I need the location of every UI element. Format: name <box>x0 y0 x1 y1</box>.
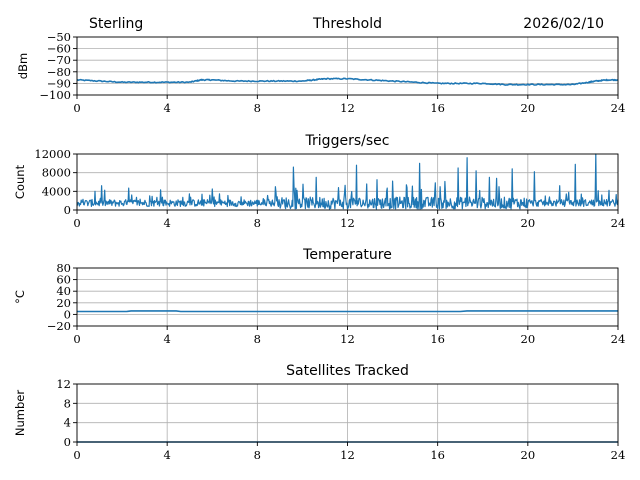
satellites-tracked-x-tick-label: 24 <box>611 448 626 462</box>
temperature-y-tick-label: 20 <box>56 296 71 310</box>
temperature-y-tick-label: 0 <box>64 307 71 321</box>
satellites-tracked-x-tick-label: 16 <box>430 448 445 462</box>
satellites-tracked-y-tick-label: 0 <box>64 435 71 449</box>
triggers-sec-title: Triggers/sec <box>305 133 390 149</box>
threshold-x-tick-label: 20 <box>521 101 536 115</box>
triggers-sec-chart: 0 4 8 12 16 20 24 0 4000 8000 12000 Triggers/sec Cou… <box>13 133 625 230</box>
temperature-y-tick-label: 60 <box>56 273 71 287</box>
satellites-tracked-x-tick-label: 4 <box>164 448 171 462</box>
satellites-tracked-x-tick-label: 8 <box>254 448 261 462</box>
threshold-x-tick-label: 16 <box>430 101 445 115</box>
triggers-sec-series-line <box>76 153 619 210</box>
station-name: Sterling <box>89 16 143 32</box>
triggers-sec-x-tick-label: 24 <box>611 216 626 230</box>
temperature-x-tick-label: 4 <box>164 332 171 346</box>
triggers-sec-y-tick-label: 4000 <box>42 184 71 198</box>
satellites-tracked-x-tick-label: 20 <box>521 448 536 462</box>
satellites-tracked-chart: 0 4 8 12 16 20 24 0 4 8 12 Satellites Tracked Number <box>13 363 625 462</box>
threshold-x-tick-label: 0 <box>73 101 80 115</box>
satellites-tracked-y-axis-label: Number <box>13 390 27 436</box>
satellites-tracked-x-tick-label: 0 <box>73 448 80 462</box>
satellites-tracked-y-tick-label: 8 <box>64 396 71 410</box>
triggers-sec-x-tick-label: 12 <box>340 216 355 230</box>
temperature-y-tick-label: −20 <box>47 319 71 333</box>
triggers-sec-x-tick-label: 16 <box>430 216 445 230</box>
satellites-tracked-x-tick-label: 12 <box>340 448 355 462</box>
threshold-y-tick-label: −90 <box>47 76 71 90</box>
temperature-y-axis-label: °C <box>13 290 27 304</box>
satellites-tracked-title: Satellites Tracked <box>286 363 409 379</box>
threshold-chart: 0 4 8 12 16 20 24 −100−90−80−70−60−50 Threshold d… <box>16 16 625 115</box>
threshold-y-axis-label: dBm <box>16 53 30 79</box>
threshold-y-tick-label: −60 <box>47 42 71 56</box>
satellites-tracked-y-tick-label: 12 <box>56 377 71 391</box>
triggers-sec-x-tick-label: 0 <box>73 216 80 230</box>
threshold-y-tick-label: −100 <box>39 88 71 102</box>
threshold-x-tick-label: 8 <box>254 101 261 115</box>
plots-container: 0 4 8 12 16 20 24 −100−90−80−70−60−50 Threshold d… <box>13 16 625 462</box>
temperature-x-tick-label: 8 <box>254 332 261 346</box>
temperature-y-tick-label: 40 <box>56 284 71 298</box>
report-date: 2026/02/10 <box>523 16 604 32</box>
triggers-sec-x-tick-label: 20 <box>521 216 536 230</box>
triggers-sec-y-tick-label: 0 <box>64 203 71 217</box>
triggers-sec-x-tick-label: 8 <box>254 216 261 230</box>
temperature-x-tick-label: 20 <box>521 332 536 346</box>
temperature-x-tick-label: 0 <box>73 332 80 346</box>
threshold-x-tick-label: 24 <box>611 101 626 115</box>
temperature-title: Temperature <box>302 247 392 263</box>
temperature-x-tick-label: 16 <box>430 332 445 346</box>
temperature-x-tick-label: 24 <box>611 332 626 346</box>
satellites-tracked-y-tick-label: 4 <box>64 416 71 430</box>
threshold-y-tick-label: −70 <box>47 53 71 67</box>
temperature-x-tick-label: 12 <box>340 332 355 346</box>
threshold-title: Threshold <box>312 16 382 32</box>
triggers-sec-y-tick-label: 12000 <box>34 147 71 161</box>
threshold-y-tick-label: −80 <box>47 65 71 79</box>
threshold-x-tick-label: 12 <box>340 101 355 115</box>
threshold-series-line <box>76 77 619 86</box>
triggers-sec-y-axis-label: Count <box>13 164 27 199</box>
temperature-series-line <box>77 310 618 313</box>
threshold-x-tick-label: 4 <box>164 101 171 115</box>
temperature-y-tick-label: 80 <box>56 261 71 275</box>
triggers-sec-x-tick-label: 4 <box>164 216 171 230</box>
threshold-y-tick-label: −50 <box>47 30 71 44</box>
triggers-sec-y-tick-label: 8000 <box>42 166 71 180</box>
